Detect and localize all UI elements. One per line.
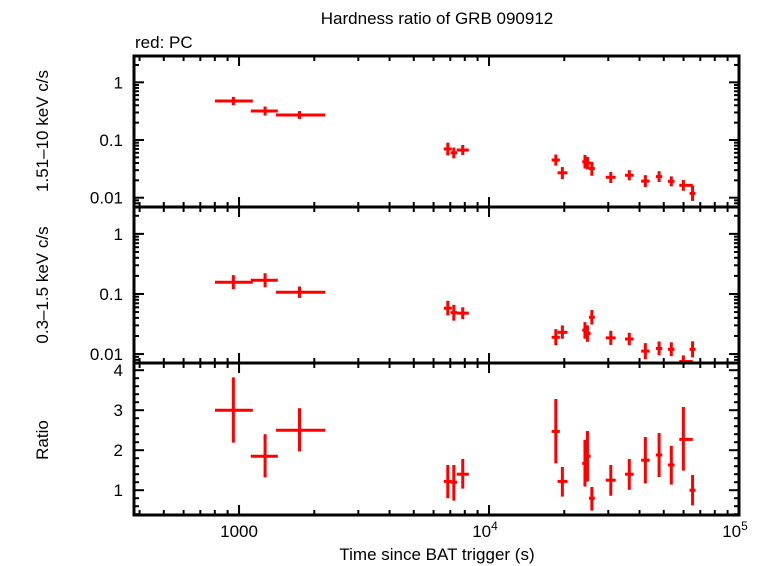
data-point (214, 377, 253, 443)
data-point (443, 300, 452, 316)
data-point (250, 434, 278, 478)
data-point (557, 167, 568, 180)
data-point (668, 445, 675, 485)
panel-2: 1 0.1 0.01 (90, 205, 741, 365)
data-point (551, 329, 560, 346)
data-point (655, 171, 663, 183)
data-point (679, 407, 693, 471)
y-tick-label: 0.01 (90, 189, 123, 208)
data-point (551, 399, 560, 464)
x-axis-label: Time since BAT trigger (s) (339, 545, 534, 564)
data-point (250, 273, 278, 288)
y-tick-label: 2 (114, 441, 123, 460)
x-tick-label: 104 (472, 519, 498, 541)
y-tick-label: 3 (114, 401, 123, 420)
panel-3: 4 3 2 1 (114, 361, 741, 517)
data-point (641, 437, 650, 484)
data-point (641, 343, 650, 360)
panel-2-y-label: 0.3–1.5 keV c/s (33, 226, 52, 343)
y-tick-label: 1 (114, 73, 123, 92)
data-point (584, 156, 591, 170)
data-point (450, 147, 458, 159)
data-point (689, 185, 696, 201)
data-point (276, 286, 326, 298)
data-point (588, 487, 595, 511)
data-point (456, 307, 469, 320)
y-tick-label: 0.1 (99, 285, 123, 304)
data-point (557, 467, 568, 497)
panel-1-y-label: 1.51–10 keV c/s (33, 70, 52, 192)
data-point (641, 175, 650, 188)
data-point (588, 161, 595, 176)
series (214, 377, 696, 511)
data-point (557, 325, 568, 339)
data-point (625, 170, 634, 181)
data-point (679, 179, 693, 191)
chart-title: Hardness ratio of GRB 090912 (321, 9, 553, 28)
data-point (450, 465, 458, 501)
data-point (668, 176, 675, 187)
chart-subtitle: red: PC (135, 33, 193, 52)
panel-1: 1 0.1 0.01 (90, 54, 741, 209)
y-tick-label: 1 (114, 225, 123, 244)
data-point (584, 325, 591, 342)
data-point (605, 465, 616, 496)
data-point (456, 144, 469, 155)
series (214, 96, 696, 201)
data-point (605, 330, 616, 345)
data-point (668, 342, 675, 357)
data-point (584, 431, 591, 482)
data-point (588, 310, 595, 325)
data-point (625, 459, 634, 490)
panel-frame (132, 205, 741, 365)
data-point (551, 154, 560, 166)
panel-frame (132, 54, 741, 209)
data-point (214, 96, 253, 106)
data-point (276, 408, 326, 452)
x-tick-label: 105 (722, 519, 748, 541)
data-point (450, 304, 458, 321)
panel-frame (132, 361, 741, 517)
data-point (625, 332, 634, 346)
y-tick-label: 0.1 (99, 131, 123, 150)
y-tick-label: 4 (114, 361, 123, 380)
data-point (689, 475, 696, 506)
data-point (655, 433, 663, 477)
y-tick-label: 1 (114, 481, 123, 500)
data-point (605, 171, 616, 183)
data-point (655, 341, 663, 356)
data-point (250, 106, 278, 116)
data-point (456, 459, 469, 489)
data-point (443, 142, 452, 156)
data-point (689, 341, 696, 358)
data-point (276, 111, 326, 119)
data-point (214, 275, 253, 290)
y-tick-label: 0.01 (90, 345, 123, 364)
series (214, 273, 696, 363)
x-tick-label: 1000 (220, 522, 258, 541)
panel-3-y-label: Ratio (33, 420, 52, 460)
